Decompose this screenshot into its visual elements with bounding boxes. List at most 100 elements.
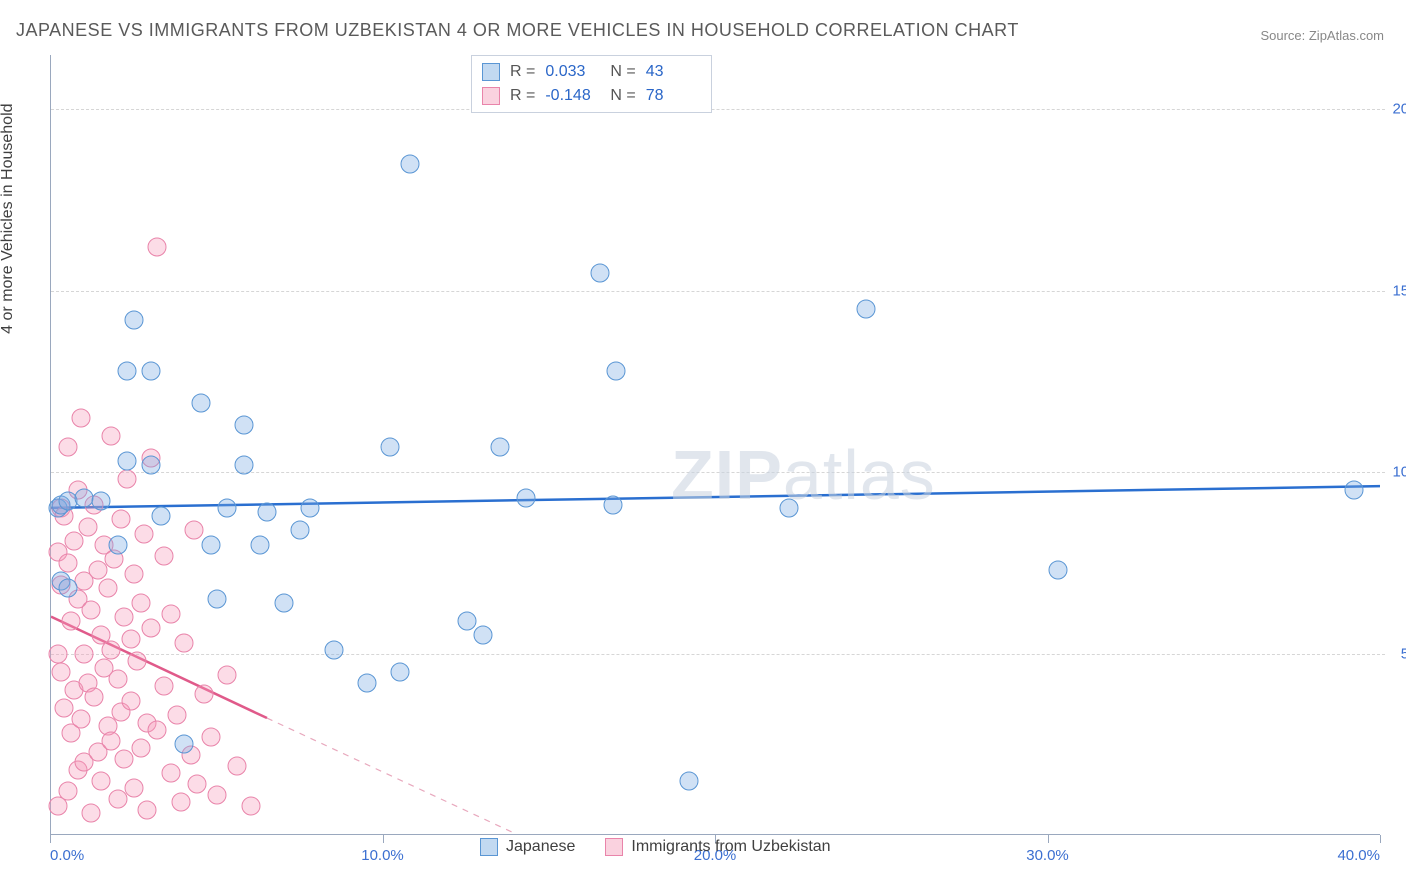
data-point-blue [856, 299, 875, 318]
data-point-blue [391, 662, 410, 681]
ytick-label: 15.0% [1389, 282, 1406, 299]
source-label: Source: ZipAtlas.com [1260, 28, 1384, 43]
legend: Japanese Immigrants from Uzbekistan [480, 838, 831, 856]
data-point-pink [155, 546, 174, 565]
data-point-pink [98, 579, 117, 598]
data-point-blue [108, 535, 127, 554]
data-point-pink [108, 789, 127, 808]
gridline [51, 109, 1385, 110]
data-point-pink [161, 764, 180, 783]
data-point-pink [168, 706, 187, 725]
data-point-blue [590, 263, 609, 282]
data-point-blue [201, 535, 220, 554]
data-point-blue [1345, 481, 1364, 500]
swatch-blue-icon [480, 838, 498, 856]
data-point-blue [58, 579, 77, 598]
data-point-pink [155, 677, 174, 696]
corr-N-pink: 78 [646, 84, 701, 108]
corr-R-label: R = [510, 60, 535, 84]
data-point-pink [88, 561, 107, 580]
xtick-label: 30.0% [1026, 847, 1069, 864]
data-point-blue [274, 593, 293, 612]
legend-item-blue: Japanese [480, 838, 575, 856]
data-point-blue [118, 361, 137, 380]
data-point-pink [228, 757, 247, 776]
ytick-label: 5.0% [1389, 645, 1406, 662]
data-point-pink [108, 670, 127, 689]
data-point-pink [184, 521, 203, 540]
xtick [1048, 835, 1049, 843]
data-point-blue [191, 394, 210, 413]
corr-row-blue: R = 0.033 N = 43 [482, 60, 701, 84]
data-point-pink [161, 604, 180, 623]
corr-R-blue: 0.033 [545, 60, 600, 84]
data-point-pink [58, 553, 77, 572]
data-point-blue [324, 640, 343, 659]
data-point-blue [125, 310, 144, 329]
data-point-blue [490, 437, 509, 456]
gridline [51, 472, 1385, 473]
data-point-blue [151, 506, 170, 525]
xtick-label: 10.0% [361, 847, 404, 864]
data-point-blue [251, 535, 270, 554]
gridline [51, 291, 1385, 292]
data-point-blue [258, 503, 277, 522]
data-point-blue [141, 455, 160, 474]
gridline [51, 654, 1385, 655]
data-point-pink [125, 778, 144, 797]
data-point-pink [111, 510, 130, 529]
watermark: ZIPatlas [671, 435, 936, 515]
data-point-pink [241, 796, 260, 815]
data-point-pink [115, 749, 134, 768]
xtick-label: 40.0% [1337, 847, 1380, 864]
data-point-pink [148, 238, 167, 257]
data-point-pink [131, 593, 150, 612]
data-point-pink [101, 640, 120, 659]
legend-label-pink: Immigrants from Uzbekistan [631, 838, 830, 856]
data-point-pink [135, 524, 154, 543]
data-point-pink [51, 662, 70, 681]
xtick [50, 835, 51, 843]
trend-lines [51, 55, 1380, 834]
data-point-pink [91, 771, 110, 790]
swatch-pink-icon [605, 838, 623, 856]
data-point-pink [78, 517, 97, 536]
ytick-label: 20.0% [1389, 101, 1406, 118]
data-point-pink [71, 709, 90, 728]
data-point-pink [101, 731, 120, 750]
data-point-blue [607, 361, 626, 380]
data-point-pink [48, 644, 67, 663]
data-point-pink [201, 728, 220, 747]
data-point-pink [58, 782, 77, 801]
data-point-pink [141, 619, 160, 638]
data-point-pink [188, 775, 207, 794]
data-point-pink [71, 408, 90, 427]
legend-label-blue: Japanese [506, 838, 575, 856]
data-point-pink [128, 651, 147, 670]
data-point-pink [115, 608, 134, 627]
data-point-pink [175, 633, 194, 652]
data-point-blue [208, 590, 227, 609]
data-point-blue [780, 499, 799, 518]
data-point-blue [381, 437, 400, 456]
data-point-pink [148, 720, 167, 739]
data-point-blue [474, 626, 493, 645]
y-axis-label: 4 or more Vehicles in Household [0, 103, 17, 333]
data-point-pink [81, 601, 100, 620]
xtick-label: 0.0% [50, 847, 84, 864]
data-point-pink [61, 611, 80, 630]
data-point-blue [91, 492, 110, 511]
data-point-pink [131, 738, 150, 757]
data-point-pink [55, 699, 74, 718]
corr-row-pink: R = -0.148 N = 78 [482, 84, 701, 108]
corr-R-pink: -0.148 [545, 84, 600, 108]
data-point-blue [1049, 561, 1068, 580]
data-point-pink [218, 666, 237, 685]
data-point-pink [118, 470, 137, 489]
plot-area: 5.0%10.0%15.0%20.0% ZIPatlas R = 0.033 N… [50, 55, 1380, 835]
data-point-pink [101, 426, 120, 445]
data-point-blue [680, 771, 699, 790]
data-point-pink [171, 793, 190, 812]
data-point-blue [234, 455, 253, 474]
corr-R-label: R = [510, 84, 535, 108]
